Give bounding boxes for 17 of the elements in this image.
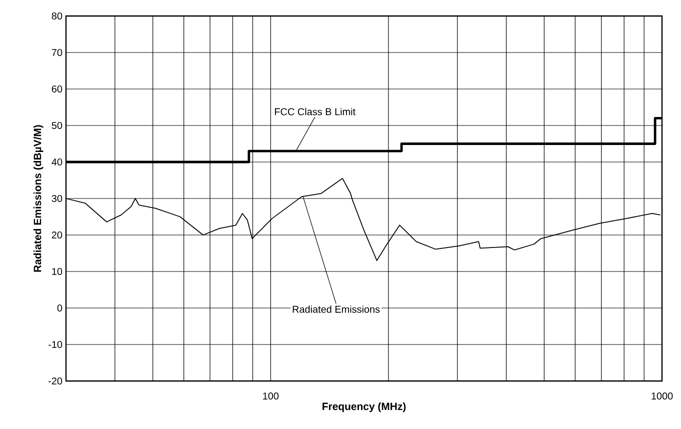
y-tick-label: 80	[52, 12, 62, 20]
y-tick-label: 20	[52, 231, 62, 239]
annotation: Radiated Emissions	[292, 305, 380, 313]
y-tick-label: -20	[48, 377, 62, 385]
y-tick-label: 60	[52, 85, 62, 93]
y-tick-label: 0	[57, 304, 62, 312]
annotation: FCC Class B Limit	[275, 108, 356, 116]
y-tick-label: 70	[52, 48, 62, 56]
x-tick-label: 100	[263, 392, 279, 400]
x-tick-label: 1000	[652, 392, 673, 400]
y-tick-label: 10	[52, 268, 62, 276]
x-axis-title: Frequency (MHz)	[322, 402, 406, 412]
y-tick-label: -10	[48, 340, 62, 348]
y-tick-label: 50	[52, 122, 62, 130]
y-tick-label: 40	[52, 158, 62, 166]
y-tick-label: 30	[52, 194, 62, 202]
y-axis-title: Radiated Emissions (dBµV/M)	[33, 125, 44, 272]
